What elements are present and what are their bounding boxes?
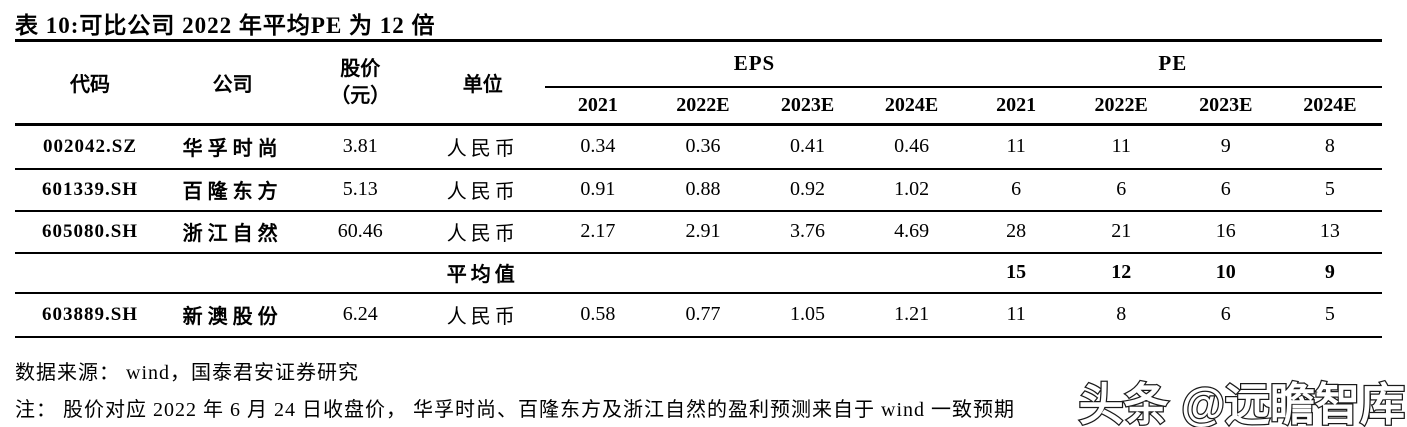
- header-pe-2023e: 2023E: [1199, 93, 1253, 116]
- cell-empty: [755, 253, 859, 293]
- table-row: 002042.SZ 华孚时尚 3.81 人民币 0.34 0.36 0.41 0…: [15, 124, 1382, 169]
- header-company: 公司: [212, 74, 253, 96]
- cell-company: 华孚时尚: [182, 138, 283, 161]
- cell-empty: [300, 253, 420, 293]
- header-years-row: 2021 2022E 2023E 2024E 2021 2022E 2023E …: [15, 87, 1382, 125]
- cell-company: 百隆东方: [182, 181, 283, 203]
- cell-company: 浙江自然: [182, 223, 283, 245]
- cell-pe-2021: 28: [1006, 220, 1027, 242]
- cell-price: 5.13: [342, 178, 378, 200]
- cell-unit: 人民币: [446, 181, 519, 203]
- cell-pe-2024e: 5: [1324, 178, 1335, 200]
- cell-eps-2023e: 1.05: [790, 303, 825, 325]
- cell-pe-2023e: 16: [1215, 220, 1236, 242]
- table-row: 605080.SH 浙江自然 60.46 人民币 2.17 2.91 3.76 …: [15, 210, 1382, 253]
- cell-pe-2021: 6: [1011, 178, 1022, 200]
- cell-eps-2021: 2.17: [580, 220, 616, 242]
- cell-pe-2021: 11: [1006, 135, 1026, 158]
- table-title: 表 10:可比公司 2022 年平均PE 为 12 倍: [15, 13, 436, 38]
- cell-eps-2022e: 0.88: [685, 178, 721, 200]
- cell-empty: [15, 253, 165, 293]
- header-group-row: 代码 公司 股价 （元） 单位 EPS PE: [15, 40, 1382, 107]
- cell-code: 605080.SH: [41, 220, 139, 242]
- cell-eps-2021: 0.34: [580, 135, 616, 158]
- header-pe-group: PE: [963, 40, 1382, 88]
- header-code: 代码: [70, 74, 111, 96]
- cell-code: 002042.SZ: [43, 135, 138, 157]
- header-eps-group: EPS: [545, 40, 964, 88]
- cell-empty: [650, 253, 755, 293]
- cell-price: 60.46: [337, 220, 383, 242]
- cell-eps-2021: 0.91: [580, 178, 616, 200]
- header-pe-2024e: 2024E: [1303, 93, 1357, 116]
- cell-empty: [165, 253, 300, 293]
- average-row: 平均值 15 12 10 9: [15, 252, 1382, 293]
- cell-eps-2023e: 0.92: [790, 178, 825, 200]
- cell-eps-2021: 0.58: [580, 303, 616, 325]
- avg-pe-2022e: 12: [1111, 261, 1132, 283]
- header-eps-2022e: 2022E: [676, 93, 730, 116]
- cell-eps-2023e: 0.41: [790, 135, 825, 158]
- avg-pe-2023e: 10: [1215, 261, 1236, 283]
- cell-pe-2024e: 13: [1319, 220, 1340, 242]
- header-pe-2021: 2021: [996, 93, 1037, 116]
- cell-code: 603889.SH: [41, 303, 139, 325]
- cell-price: 6.24: [342, 303, 378, 325]
- header-price: 股价 （元）: [300, 41, 420, 125]
- avg-pe-2021: 15: [1006, 261, 1027, 283]
- table-row: 601339.SH 百隆东方 5.13 人民币 0.91 0.88 0.92 1…: [15, 168, 1382, 211]
- table-row: 603889.SH 新澳股份 6.24 人民币 0.58 0.77 1.05 1…: [15, 292, 1382, 337]
- cell-pe-2022e: 8: [1116, 303, 1127, 325]
- cell-eps-2024e: 1.21: [894, 303, 930, 325]
- cell-pe-2023e: 6: [1220, 178, 1231, 200]
- cell-price: 3.81: [342, 135, 378, 158]
- watermark-toutiao-yuanzhan: 头条 @远瞻智库: [1077, 378, 1406, 427]
- header-unit: 单位: [462, 74, 503, 96]
- cell-pe-2021: 11: [1006, 303, 1026, 325]
- cell-pe-2023e: 6: [1220, 303, 1231, 325]
- header-eps-2024e: 2024E: [884, 93, 939, 116]
- cell-pe-2022e: 21: [1111, 220, 1132, 242]
- cell-company: 新澳股份: [182, 306, 283, 328]
- comparable-companies-table: 代码 公司 股价 （元） 单位 EPS PE 2021 2022E 2023E …: [15, 39, 1382, 338]
- cell-eps-2024e: 1.02: [894, 178, 930, 200]
- cell-eps-2024e: 0.46: [894, 135, 930, 158]
- data-source-note: 数据来源： wind，国泰君安证券研究: [15, 362, 359, 384]
- header-price-line2: （元）: [330, 84, 391, 107]
- cell-empty: [545, 253, 650, 293]
- cell-empty: [860, 253, 964, 293]
- average-label: 平均值: [446, 264, 519, 286]
- cell-pe-2022e: 11: [1111, 135, 1131, 158]
- cell-eps-2022e: 2.91: [685, 220, 721, 242]
- header-eps-2023e: 2023E: [780, 93, 835, 116]
- cell-pe-2024e: 5: [1324, 303, 1335, 325]
- cell-eps-2022e: 0.36: [685, 135, 721, 158]
- cell-eps-2022e: 0.77: [685, 303, 721, 325]
- cell-eps-2024e: 4.69: [894, 220, 930, 242]
- header-eps-2021: 2021: [577, 93, 618, 116]
- cell-unit: 人民币: [446, 306, 519, 328]
- cell-pe-2024e: 8: [1324, 135, 1335, 158]
- cell-eps-2023e: 3.76: [790, 220, 825, 242]
- cell-unit: 人民币: [446, 223, 519, 245]
- avg-pe-2024e: 9: [1324, 261, 1335, 283]
- cell-pe-2023e: 9: [1220, 135, 1231, 158]
- footnote: 注： 股价对应 2022 年 6 月 24 日收盘价， 华孚时尚、百隆东方及浙江…: [15, 399, 1015, 421]
- cell-unit: 人民币: [446, 138, 519, 161]
- cell-code: 601339.SH: [41, 178, 139, 200]
- header-pe-2022e: 2022E: [1094, 93, 1148, 116]
- header-price-line1: 股价: [340, 57, 381, 80]
- cell-pe-2022e: 6: [1116, 178, 1127, 200]
